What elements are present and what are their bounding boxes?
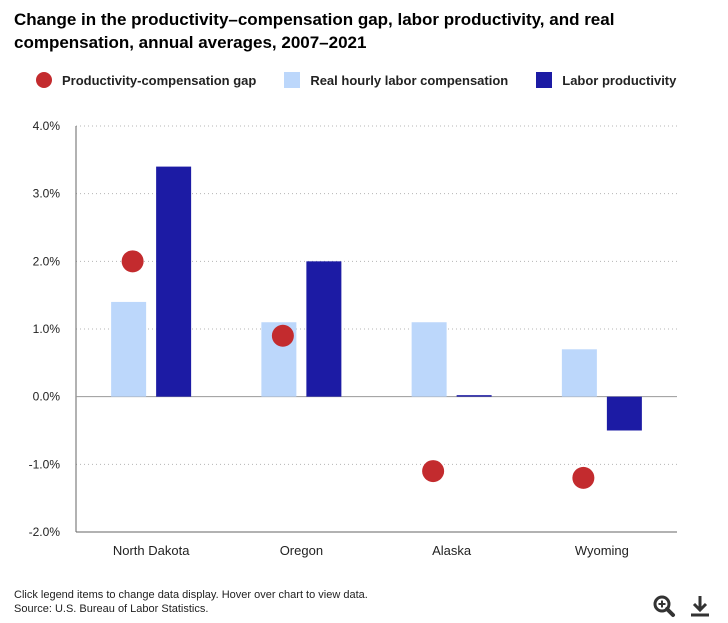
- x-tick-label: Oregon: [280, 543, 323, 558]
- chart-title: Change in the productivity–compensation …: [14, 10, 615, 52]
- legend: Productivity-compensation gap Real hourl…: [36, 69, 676, 91]
- y-tick-label: 0.0%: [33, 390, 61, 404]
- bar-productivity[interactable]: [456, 395, 492, 397]
- download-icon[interactable]: [688, 594, 712, 618]
- y-tick-label: 4.0%: [33, 119, 61, 133]
- legend-symbol-compensation: [284, 72, 301, 88]
- y-tick-label: -2.0%: [29, 525, 61, 539]
- y-tick-label: 2.0%: [33, 254, 61, 268]
- y-tick-label: 1.0%: [33, 322, 61, 336]
- x-tick-label: Alaska: [432, 543, 472, 558]
- gap-point[interactable]: [121, 250, 144, 273]
- bar-productivity[interactable]: [306, 261, 342, 397]
- footer-note: Click legend items to change data displa…: [14, 589, 368, 601]
- legend-label-gap: Productivity-compensation gap: [62, 72, 257, 88]
- bar-productivity[interactable]: [606, 396, 642, 431]
- legend-label-productivity: Labor productivity: [562, 72, 677, 88]
- bar-compensation[interactable]: [561, 349, 597, 397]
- gap-point[interactable]: [271, 324, 294, 347]
- x-tick-label: North Dakota: [113, 543, 190, 558]
- chart-footer: Click legend items to change data displa…: [14, 588, 368, 616]
- legend-item-productivity[interactable]: Labor productivity: [536, 72, 676, 88]
- source-note: Source: U.S. Bureau of Labor Statistics.: [14, 603, 209, 615]
- legend-item-compensation[interactable]: Real hourly labor compensation: [284, 72, 508, 88]
- legend-symbol-productivity: [536, 72, 553, 88]
- y-tick-label: 3.0%: [33, 187, 61, 201]
- bar-compensation[interactable]: [111, 301, 147, 397]
- legend-label-compensation: Real hourly labor compensation: [310, 72, 509, 88]
- legend-item-gap[interactable]: Productivity-compensation gap: [36, 72, 256, 88]
- zoom-in-icon[interactable]: [652, 594, 676, 618]
- gap-point[interactable]: [422, 460, 445, 483]
- bar-compensation[interactable]: [411, 322, 447, 397]
- gap-point[interactable]: [572, 466, 595, 489]
- x-tick-label: Wyoming: [575, 543, 629, 558]
- y-tick-label: -1.0%: [29, 457, 61, 471]
- bar-productivity[interactable]: [156, 166, 192, 397]
- chart-plot[interactable]: -2.0% -1.0% 0.0% 1.0% 2.0% 3.0% 4.0% North Dako…: [0, 108, 728, 568]
- legend-symbol-gap: [36, 72, 52, 88]
